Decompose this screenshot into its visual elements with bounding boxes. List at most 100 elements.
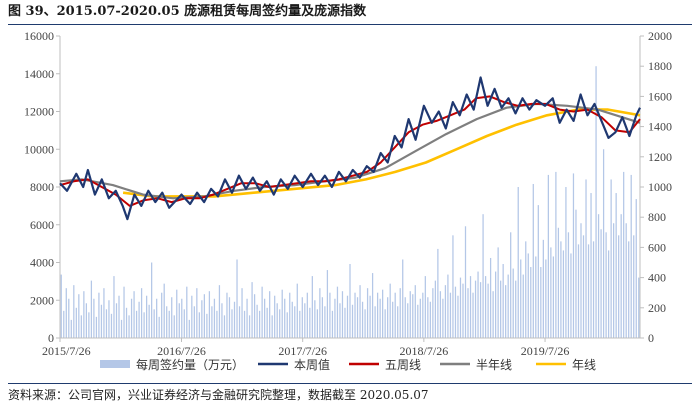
weekly-volume-bar [517,187,519,338]
weekly-volume-bar [590,193,592,338]
weekly-volume-bar [93,298,95,338]
weekly-volume-bar [376,292,379,338]
weekly-volume-bar [489,257,492,338]
x-tick-label: 2015/7/26 [42,344,91,358]
weekly-volume-bar [592,241,595,338]
weekly-volume-bar [158,316,160,338]
weekly-volume-bar [135,310,138,338]
weekly-volume-bar [258,310,261,338]
weekly-value-line [59,76,641,221]
weekly-volume-bar [133,291,135,338]
y-right-tick-label: 2000 [648,29,672,43]
weekly-volume-bar [459,277,462,338]
weekly-volume-bar [487,283,489,338]
weekly-volume-bar [186,286,188,338]
weekly-volume-bar [618,235,620,338]
weekly-volume-bar [108,300,110,338]
weekly-volume-bar [206,313,208,338]
weekly-volume-bar [472,292,474,338]
weekly-volume-bar [577,244,580,338]
weekly-volume-bar [291,301,293,338]
weekly-volume-bar [492,291,494,338]
weekly-volume-bar [163,283,165,338]
weekly-volume-bar [103,288,105,338]
weekly-volume-bar [402,259,404,338]
weekly-volume-bar [336,286,339,338]
weekly-volume-bar [387,297,389,338]
weekly-volume-bar [615,193,617,338]
weekly-volume-bar [140,288,143,338]
weekly-volume-bar [73,285,75,338]
y-right-tick-label: 1800 [648,59,672,73]
weekly-volume-bar [452,235,454,338]
weekly-volume-bar [306,292,308,338]
weekly-volume-bar [555,171,557,338]
weekly-volume-bar [547,174,549,338]
y-right-tick-label: 1200 [648,150,672,164]
weekly-volume-bar [580,223,582,338]
weekly-volume-bar [304,303,306,338]
title-divider [8,24,692,25]
weekly-volume-bar [125,307,128,338]
y-left-tick-label: 6000 [30,218,54,232]
y-right-tick-label: 400 [648,271,666,285]
weekly-volume-bar [63,310,65,338]
weekly-volume-bar [404,297,406,338]
weekly-volume-bar [148,304,150,338]
weekly-volume-bar [429,301,431,338]
weekly-volume-bar [120,319,123,338]
chart-svg: 0200040006000800010000120001400016000020… [24,29,672,372]
weekly-volume-bar [628,241,630,338]
weekly-volume-bar [334,298,336,338]
weekly-volume-bar [201,300,203,338]
weekly-volume-bar [248,315,251,338]
weekly-volume-bar [329,292,331,338]
weekly-volume-bar [168,310,170,338]
legend-ma5-label: 五周线 [385,358,421,372]
weekly-volume-bar [638,277,640,338]
weekly-volume-bar [276,303,278,338]
weekly-volume-bar [630,174,632,338]
y-left-tick-label: 16000 [24,29,54,43]
weekly-volume-bar [520,259,522,338]
y-left-tick-label: 8000 [30,180,54,194]
weekly-volume-bar [474,280,477,338]
legend-year-label: 年线 [572,358,596,372]
weekly-volume-bar [261,286,263,338]
weekly-volume-bar [575,209,577,338]
weekly-volume-bar [181,298,183,338]
weekly-volume-bar [346,295,349,338]
weekly-volume-bar [382,289,384,338]
weekly-volume-bar [243,310,246,338]
weekly-volume-bar [128,315,130,338]
y-right-tick-label: 1400 [648,120,672,134]
y-right-tick-label: 800 [648,210,666,224]
weekly-volume-bar [279,309,281,338]
weekly-volume-bar [236,259,238,338]
weekly-volume-bar [238,306,241,338]
weekly-volume-bar [70,319,72,338]
y-right-tick-label: 1000 [648,180,672,194]
weekly-volume-bar [412,294,414,338]
weekly-volume-bar [542,239,544,338]
weekly-volume-bar [552,256,555,338]
weekly-volume-bar [183,309,185,338]
weekly-volume-bar [123,286,125,338]
weekly-volume-bar [512,268,514,338]
weekly-volume-bar [110,313,113,338]
weekly-volume-bar [193,306,195,338]
weekly-volume-bar [374,306,376,338]
weekly-volume-bar [427,297,429,338]
weekly-volume-bar [457,295,459,338]
weekly-volume-bar [321,297,324,338]
weekly-volume-bar [500,280,502,338]
weekly-volume-bar [567,232,570,338]
weekly-volume-bar [414,285,416,338]
weekly-volume-bar [266,307,268,338]
weekly-volume-bar [173,315,175,338]
weekly-volume-bar [95,316,98,338]
weekly-volume-bar [530,267,532,338]
weekly-volume-bar [613,223,615,338]
weekly-volume-bar [188,319,190,338]
weekly-volume-bar [484,276,487,338]
